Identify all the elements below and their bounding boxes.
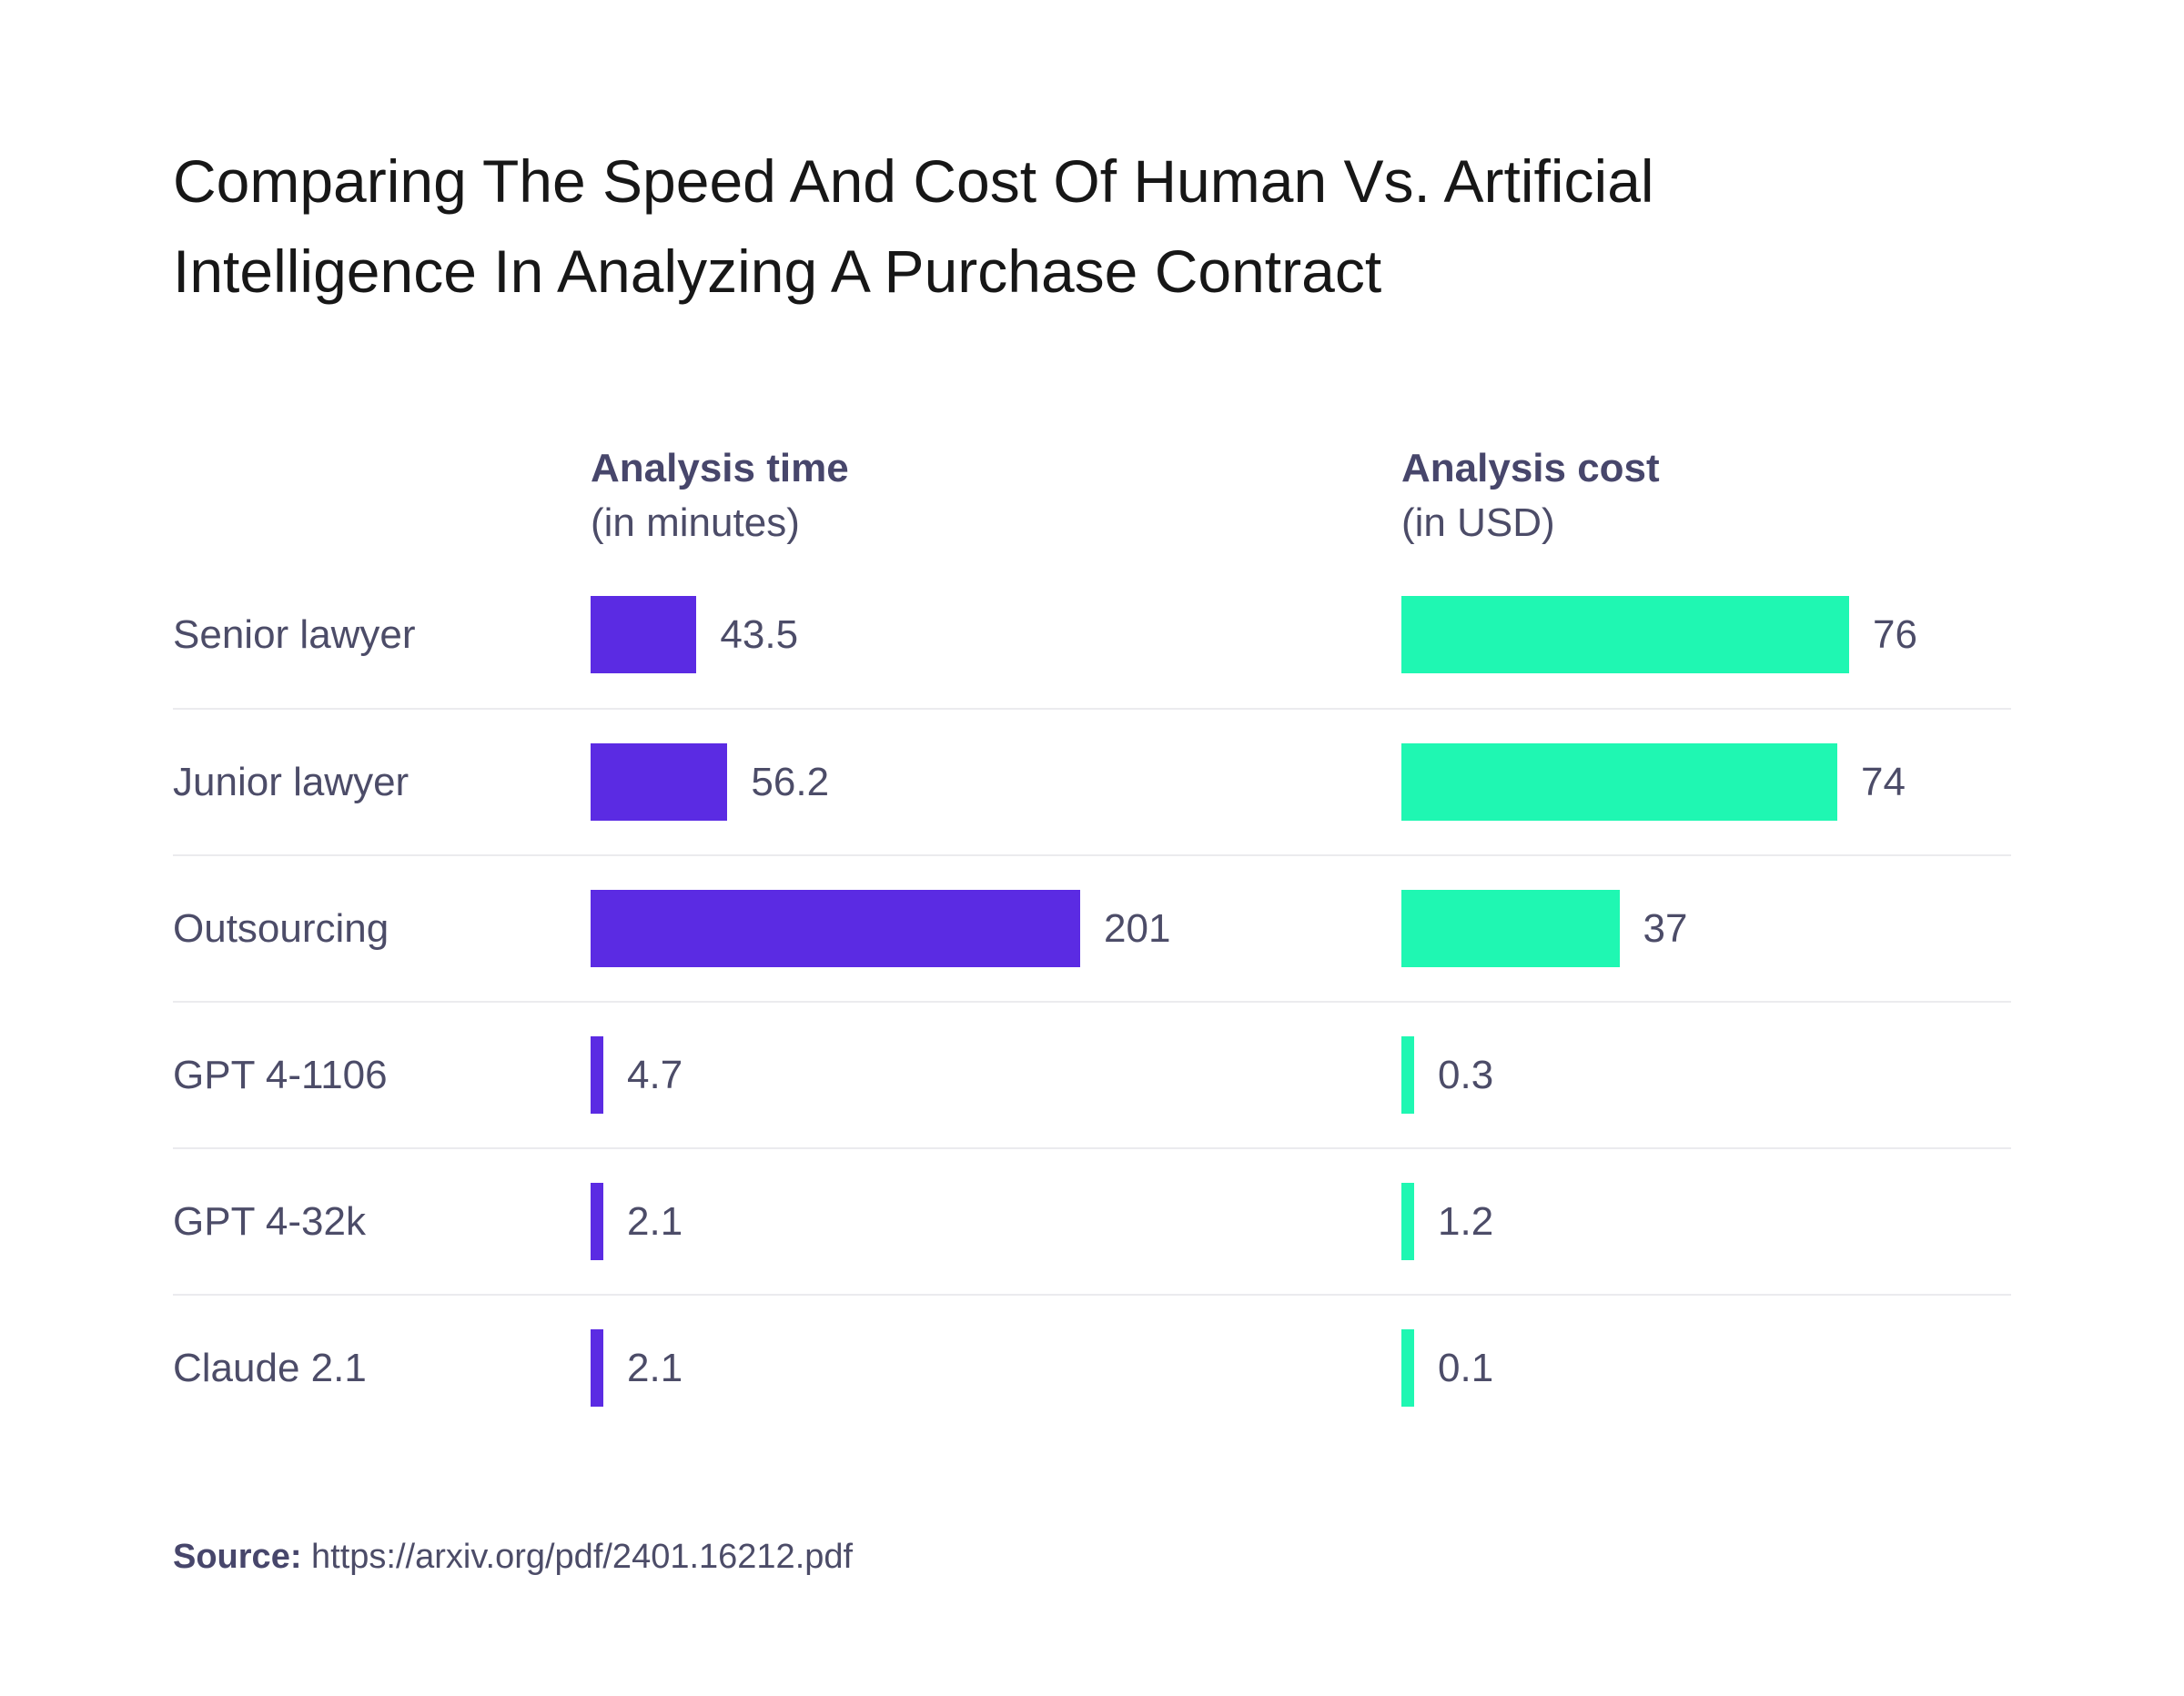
cost-value: 0.1 <box>1438 1345 1494 1390</box>
cost-header-sublabel: (in USD) <box>1401 500 1555 545</box>
time-header-label: Analysis time <box>591 446 849 490</box>
source-label: Source: <box>173 1538 302 1576</box>
time-header-sublabel: (in minutes) <box>591 500 800 545</box>
time-value: 201 <box>1104 905 1171 951</box>
cost-cell: 37 <box>1401 890 2011 967</box>
cost-bar <box>1401 743 1838 821</box>
cost-value: 76 <box>1873 611 1917 657</box>
row-label: Senior lawyer <box>173 611 416 657</box>
column-headers: Analysis time (in minutes) Analysis cost… <box>173 441 2011 561</box>
time-value: 56.2 <box>751 759 830 804</box>
row-label: Outsourcing <box>173 905 389 951</box>
cost-bar <box>1401 890 1620 967</box>
table-row: Senior lawyer 43.5 76 <box>173 561 2011 708</box>
cost-value: 1.2 <box>1438 1198 1494 1244</box>
row-label: Junior lawyer <box>173 759 410 804</box>
cost-bar <box>1401 1036 1414 1114</box>
time-cell: 201 <box>591 890 1401 967</box>
time-bar <box>591 1183 603 1260</box>
row-label: GPT 4-1106 <box>173 1052 388 1097</box>
table-row: Claude 2.1 2.1 0.1 <box>173 1294 2011 1440</box>
time-bar <box>591 743 728 821</box>
time-column-header: Analysis time (in minutes) <box>591 441 1401 550</box>
time-value: 2.1 <box>627 1345 683 1390</box>
time-value: 43.5 <box>720 611 799 657</box>
time-value: 4.7 <box>627 1052 683 1097</box>
row-label: Claude 2.1 <box>173 1345 367 1390</box>
cost-bar <box>1401 1183 1414 1260</box>
bar-chart: Analysis time (in minutes) Analysis cost… <box>173 441 2011 1440</box>
time-bar <box>591 1329 603 1407</box>
time-bar <box>591 1036 603 1114</box>
cost-cell: 74 <box>1401 743 2011 821</box>
time-cell: 2.1 <box>591 1183 1401 1260</box>
cost-cell: 76 <box>1401 596 2011 673</box>
cost-cell: 1.2 <box>1401 1183 2011 1260</box>
table-row: GPT 4-1106 4.7 0.3 <box>173 1001 2011 1147</box>
table-row: GPT 4-32k 2.1 1.2 <box>173 1147 2011 1294</box>
time-cell: 43.5 <box>591 596 1401 673</box>
cost-value: 74 <box>1861 759 1906 804</box>
cost-value: 37 <box>1643 905 1688 951</box>
cost-header-label: Analysis cost <box>1401 446 1660 490</box>
source-note: Source: https://arxiv.org/pdf/2401.16212… <box>173 1538 853 1577</box>
time-cell: 4.7 <box>591 1036 1401 1114</box>
cost-bar <box>1401 596 1849 673</box>
chart-title: Comparing The Speed And Cost Of Human Vs… <box>173 147 1654 305</box>
table-row: Junior lawyer 56.2 74 <box>173 708 2011 854</box>
table-row: Outsourcing 201 37 <box>173 854 2011 1001</box>
cost-bar <box>1401 1329 1414 1407</box>
time-bar <box>591 890 1080 967</box>
time-cell: 56.2 <box>591 743 1401 821</box>
cost-value: 0.3 <box>1438 1052 1494 1097</box>
time-cell: 2.1 <box>591 1329 1401 1407</box>
cost-cell: 0.1 <box>1401 1329 2011 1407</box>
cost-cell: 0.3 <box>1401 1036 2011 1114</box>
time-bar <box>591 596 697 673</box>
cost-column-header: Analysis cost (in USD) <box>1401 441 2011 550</box>
time-value: 2.1 <box>627 1198 683 1244</box>
row-label: GPT 4-32k <box>173 1198 366 1244</box>
source-url: https://arxiv.org/pdf/2401.16212.pdf <box>311 1538 854 1576</box>
rows: Senior lawyer 43.5 76 Junior lawyer 56.2… <box>173 561 2011 1440</box>
